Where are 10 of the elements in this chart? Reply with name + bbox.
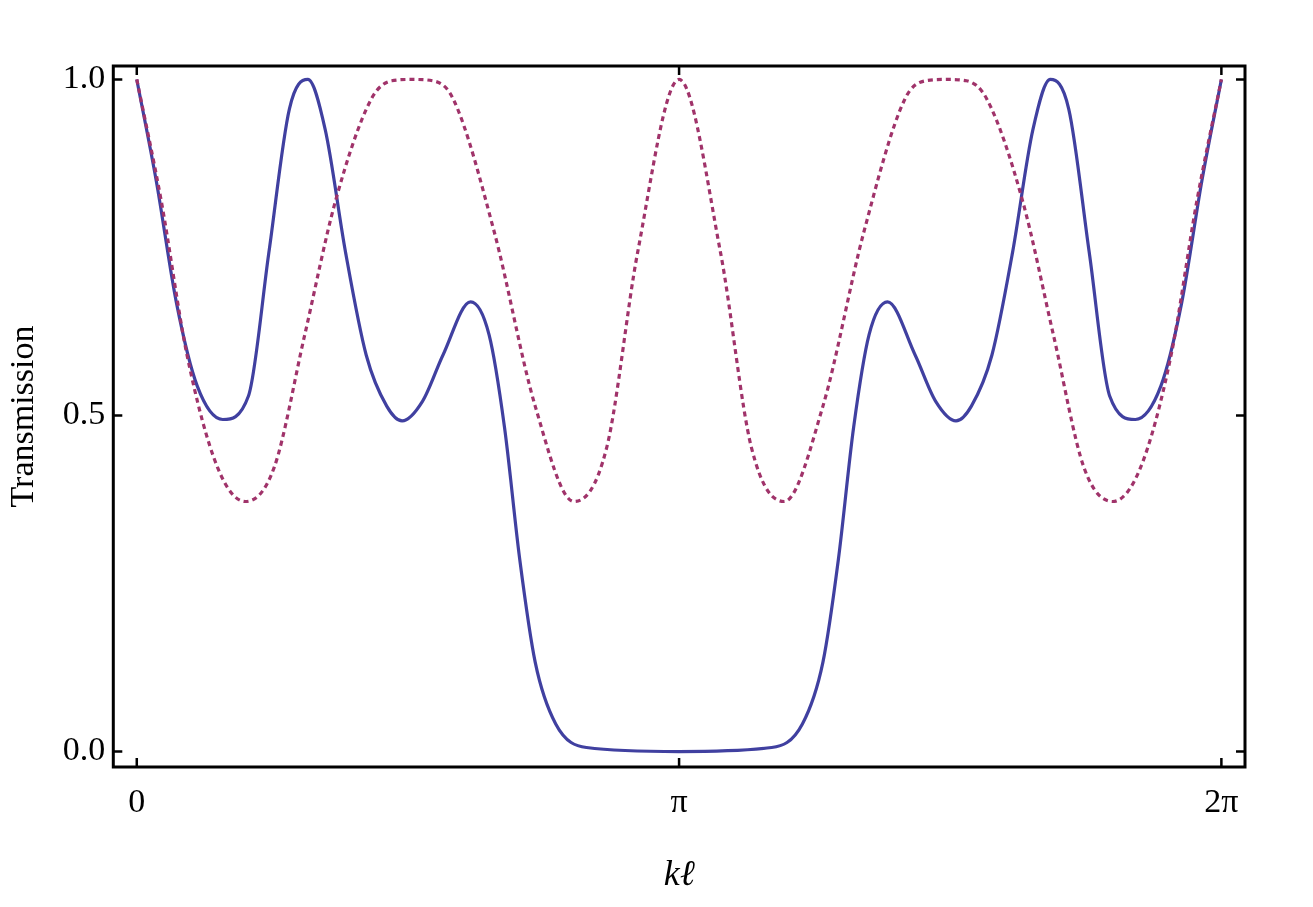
y-axis-title: Transmission bbox=[3, 325, 41, 508]
line-series bbox=[135, 77, 1223, 754]
x-tick-label: 0 bbox=[128, 782, 146, 820]
y-tick-label: 1.0 bbox=[62, 58, 106, 96]
y-tick-label: 0.0 bbox=[62, 730, 106, 768]
line-series bbox=[135, 77, 1223, 504]
y-tick-label: 0.5 bbox=[62, 394, 106, 432]
x-axis-title: kℓ bbox=[663, 852, 695, 893]
x-tick-label: π bbox=[670, 782, 688, 820]
x-tick-label: 2π bbox=[1204, 782, 1239, 820]
